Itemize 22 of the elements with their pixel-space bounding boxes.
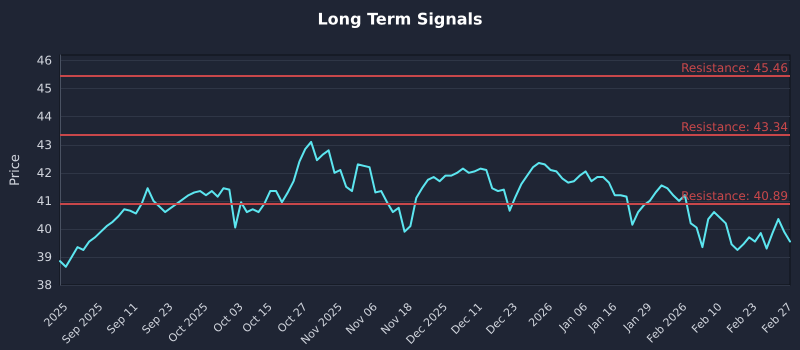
y-tick-label: 43	[36, 138, 52, 152]
x-tick-label: Nov 06	[343, 300, 380, 338]
ref-line-label: Resistance: 43.34	[681, 120, 788, 134]
y-tick-label: 44	[36, 110, 52, 124]
ref-line-label: Resistance: 45.46	[681, 60, 788, 75]
y-tick-label: 39	[36, 250, 52, 264]
x-tick-label: Jan 16	[585, 300, 620, 335]
y-tick-label: 46	[36, 54, 52, 68]
line-series	[59, 140, 791, 268]
x-tick-label: Feb 27	[759, 300, 795, 336]
x-tick-label: Dec 23	[484, 300, 520, 337]
x-tick-label: Dec 11	[448, 300, 486, 337]
y-tick-label: 38	[36, 278, 52, 292]
chart-title: Long Term Signals	[317, 10, 483, 28]
y-axis-title: Price	[8, 154, 23, 186]
x-tick-label: Feb 23	[724, 300, 760, 336]
x-tick-label: Sep 11	[104, 300, 141, 337]
x-tick-label: Feb 10	[689, 300, 725, 336]
y-tick-label: 40	[36, 222, 52, 236]
y-tick-label: 45	[36, 82, 52, 96]
y-tick-label: 42	[36, 166, 52, 180]
y-tick-label: 41	[36, 194, 52, 208]
